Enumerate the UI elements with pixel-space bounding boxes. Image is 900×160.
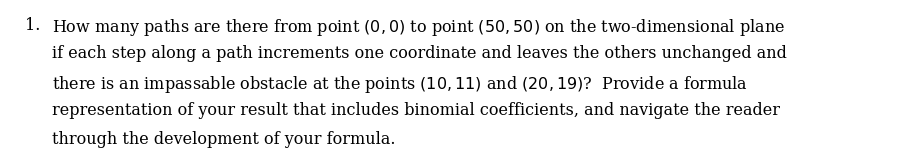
Text: there is an impassable obstacle at the points $(10,11)$ and $(20,19)$?  Provide : there is an impassable obstacle at the p…	[52, 74, 748, 95]
Text: How many paths are there from point $(0,0)$ to point $(50,50)$ on the two-dimens: How many paths are there from point $(0,…	[52, 17, 785, 38]
Text: through the development of your formula.: through the development of your formula.	[52, 131, 396, 148]
Text: 1.: 1.	[25, 17, 40, 34]
Text: if each step along a path increments one coordinate and leaves the others unchan: if each step along a path increments one…	[52, 45, 788, 62]
Text: representation of your result that includes binomial coefficients, and navigate : representation of your result that inclu…	[52, 102, 780, 119]
